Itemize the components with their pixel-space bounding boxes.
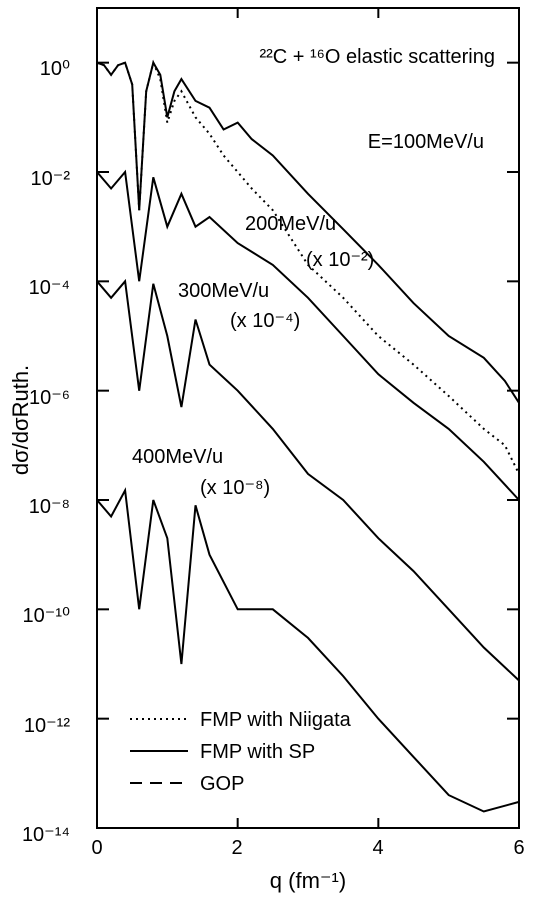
x-tick-label: 4 xyxy=(372,837,383,859)
series-line xyxy=(96,59,520,475)
y-tick-label: 10⁻⁶ xyxy=(29,387,70,409)
y-tick-label: 10⁻¹⁴ xyxy=(22,824,70,846)
y-tick-label: 10⁻¹² xyxy=(24,715,70,737)
x-tick-label: 2 xyxy=(231,837,242,859)
x-axis: 0 2 4 6 xyxy=(91,8,525,859)
series-line xyxy=(96,278,520,682)
series-line xyxy=(96,60,520,404)
x-tick-label: 0 xyxy=(91,837,102,859)
scale-label-200: (x 10⁻²) xyxy=(306,249,374,271)
legend: FMP with Niigata FMP with SP GOP xyxy=(130,709,352,795)
y-tick-label: 10⁻⁸ xyxy=(29,496,70,518)
series-line xyxy=(96,487,520,813)
x-axis-label: q (fm⁻¹) xyxy=(270,868,346,893)
energy-label-200: 200MeV/u xyxy=(245,213,336,235)
y-axis: 10⁰ 10⁻² 10⁻⁴ 10⁻⁶ 10⁻⁸ 10⁻¹⁰ 10⁻¹² 10⁻¹… xyxy=(22,58,519,846)
y-tick-label: 10⁻⁴ xyxy=(29,277,70,299)
energy-label-400: 400MeV/u xyxy=(132,446,223,468)
y-axis-label: dσ/dσRuth. xyxy=(8,365,33,475)
plot-area xyxy=(96,7,520,829)
legend-label-niigata: FMP with Niigata xyxy=(200,709,352,731)
y-tick-label: 10⁰ xyxy=(40,58,70,80)
energy-label-100: E=100MeV/u xyxy=(368,131,484,153)
chart-annotation-top: ²²C + ¹⁶O elastic scattering xyxy=(259,46,495,68)
series-layer xyxy=(96,59,520,813)
series-line xyxy=(96,169,520,501)
x-tick-label: 6 xyxy=(513,837,524,859)
scale-label-300: (x 10⁻⁴) xyxy=(230,310,300,332)
scale-label-400: (x 10⁻⁸) xyxy=(200,477,270,499)
legend-label-sp: FMP with SP xyxy=(200,741,315,763)
y-tick-label: 10⁻² xyxy=(31,168,71,190)
energy-label-300: 300MeV/u xyxy=(178,280,269,302)
y-tick-label: 10⁻¹⁰ xyxy=(23,605,70,627)
legend-label-gop: GOP xyxy=(200,773,244,795)
